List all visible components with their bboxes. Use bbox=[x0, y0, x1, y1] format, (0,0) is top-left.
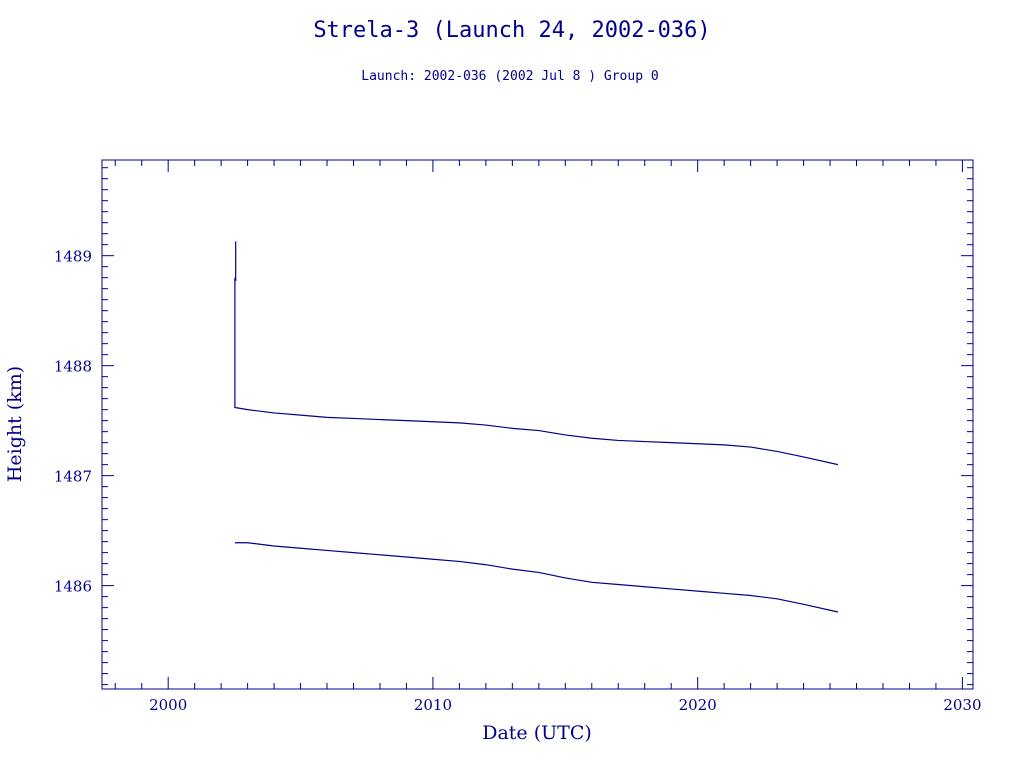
series-group bbox=[234, 241, 839, 613]
x-tick-label: 2030 bbox=[943, 696, 981, 714]
y-tick-label: 1486 bbox=[54, 578, 92, 596]
x-tick-label: 2010 bbox=[414, 696, 452, 714]
axis-ticks bbox=[102, 160, 973, 689]
series-line-1 bbox=[234, 277, 839, 466]
plot-frame bbox=[101, 159, 974, 690]
x-axis-label: Date (UTC) bbox=[482, 722, 592, 744]
x-tick-label: 2020 bbox=[679, 696, 717, 714]
chart-subtitle: Launch: 2002-036 (2002 Jul 8 ) Group 0 bbox=[361, 69, 658, 84]
series-line-2 bbox=[234, 542, 839, 613]
x-tick-label: 2000 bbox=[149, 696, 187, 714]
y-tick-label: 1489 bbox=[54, 248, 92, 266]
tick-labels: 2000 2010 2020 2030 1486 1487 1488 1489 bbox=[54, 248, 982, 714]
y-tick-label: 1487 bbox=[54, 468, 92, 486]
y-tick-label: 1488 bbox=[54, 358, 92, 376]
y-axis-label: Height (km) bbox=[4, 366, 26, 482]
chart-title: Strela-3 (Launch 24, 2002-036) bbox=[313, 18, 710, 43]
